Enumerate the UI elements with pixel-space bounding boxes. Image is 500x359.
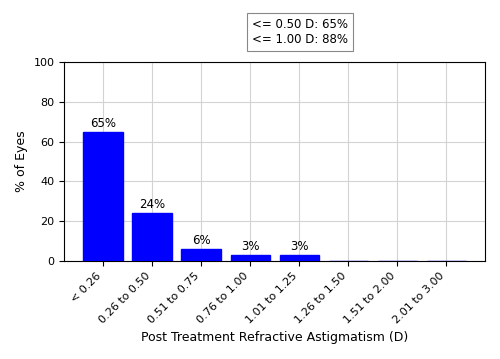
Text: 6%: 6% — [192, 234, 210, 247]
Bar — [84, 132, 122, 261]
Text: 24%: 24% — [139, 198, 165, 211]
Text: 3%: 3% — [290, 240, 308, 253]
Bar — [280, 255, 319, 261]
Text: <= 0.50 D: 65%
<= 1.00 D: 88%: <= 0.50 D: 65% <= 1.00 D: 88% — [252, 18, 348, 46]
Bar — [182, 249, 220, 261]
Text: 65%: 65% — [90, 117, 116, 130]
Bar — [230, 255, 270, 261]
Text: 3%: 3% — [241, 240, 260, 253]
Bar — [132, 213, 172, 261]
Y-axis label: % of Eyes: % of Eyes — [15, 131, 28, 192]
X-axis label: Post Treatment Refractive Astigmatism (D): Post Treatment Refractive Astigmatism (D… — [141, 331, 408, 344]
